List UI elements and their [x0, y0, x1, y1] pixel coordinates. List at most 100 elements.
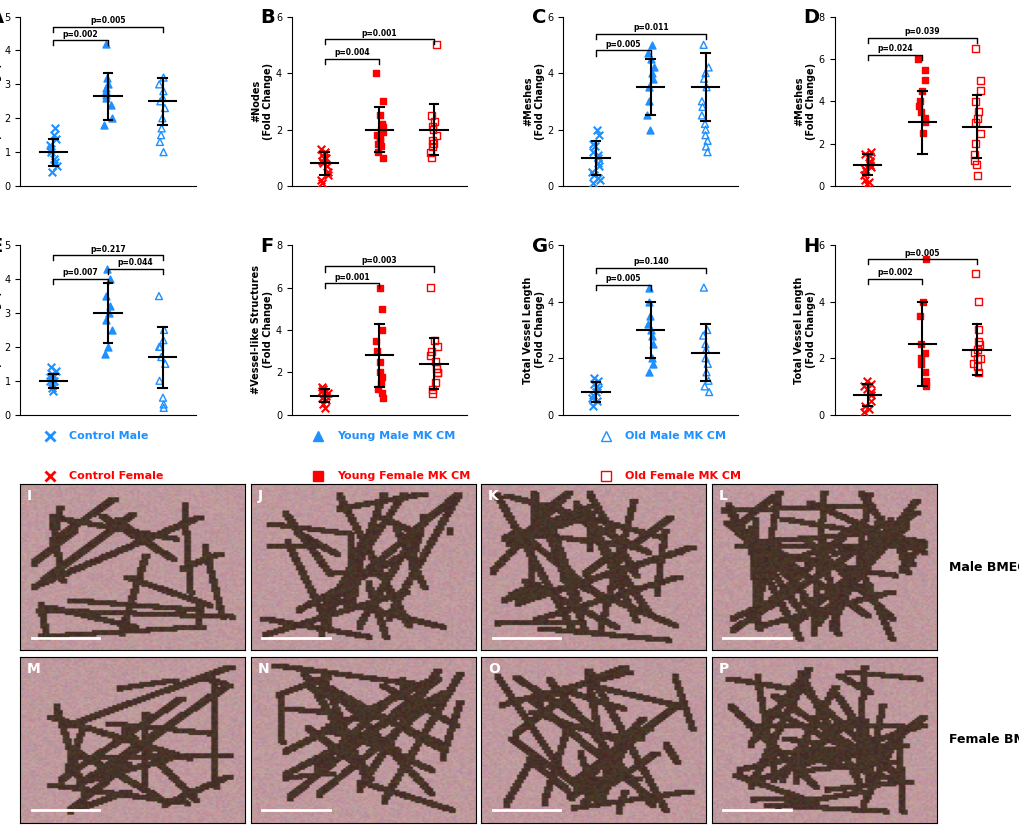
Point [429, 366, 445, 379]
Point [912, 337, 928, 351]
Point [314, 176, 330, 189]
Point [371, 134, 387, 147]
Point [643, 352, 659, 365]
Point [315, 157, 331, 170]
Point [700, 374, 716, 387]
Point [155, 401, 171, 415]
Point [319, 160, 335, 173]
Point [584, 391, 600, 405]
Point [98, 81, 114, 95]
Point [916, 111, 932, 125]
Text: p=0.005: p=0.005 [605, 40, 641, 49]
Point [639, 47, 655, 60]
Point [314, 391, 330, 405]
Point [857, 165, 873, 178]
Point [152, 340, 168, 353]
Point [42, 374, 58, 387]
Point [911, 309, 927, 322]
Point [589, 380, 605, 393]
Point [643, 329, 659, 342]
Point [373, 123, 389, 136]
Point [370, 137, 386, 150]
Point [423, 345, 439, 358]
Point [155, 145, 171, 159]
Point [862, 377, 878, 391]
Point [584, 400, 600, 413]
Point [103, 323, 119, 337]
Point [585, 371, 601, 385]
Point [697, 352, 713, 365]
Point [102, 300, 118, 313]
Point [315, 382, 331, 396]
Point [424, 140, 440, 153]
Point [967, 158, 983, 171]
Point [155, 333, 171, 347]
Point [913, 84, 929, 97]
Point [590, 129, 606, 142]
Point [967, 95, 983, 108]
Text: p=0.217: p=0.217 [90, 244, 125, 253]
Point [151, 78, 167, 91]
Point [320, 165, 336, 179]
Point [371, 366, 387, 379]
Point [96, 118, 112, 131]
Point [427, 376, 443, 390]
Point [697, 123, 713, 136]
Point [151, 289, 167, 302]
Point [97, 347, 113, 361]
Point [369, 382, 385, 396]
Text: p=0.002: p=0.002 [876, 268, 912, 278]
Point [584, 145, 600, 159]
Text: p=0.001: p=0.001 [334, 273, 370, 282]
Point [372, 109, 388, 122]
Point [642, 52, 658, 66]
Point [698, 81, 714, 94]
Point [316, 145, 332, 159]
Point [645, 61, 661, 74]
Point [697, 66, 713, 80]
Text: P: P [718, 661, 729, 676]
Point [374, 323, 390, 337]
Point [911, 95, 927, 108]
Point [639, 317, 655, 331]
Point [589, 151, 605, 165]
Point [101, 307, 117, 320]
Point [693, 109, 709, 122]
Point [424, 386, 440, 400]
Point [314, 397, 330, 411]
Point [589, 374, 605, 387]
Text: p=0.044: p=0.044 [117, 258, 153, 268]
Point [423, 151, 439, 165]
Point [48, 364, 64, 377]
Point [697, 337, 713, 351]
Point [861, 154, 877, 167]
Point [970, 335, 986, 348]
Point [644, 72, 660, 86]
Point [103, 111, 119, 125]
Point [422, 349, 438, 362]
Point [98, 37, 114, 51]
Point [155, 71, 171, 84]
Point [586, 140, 602, 153]
Point [699, 145, 715, 159]
Point [99, 263, 115, 276]
Point [429, 340, 445, 353]
Point [699, 357, 715, 371]
Text: p=0.140: p=0.140 [633, 257, 668, 266]
Point [426, 334, 442, 347]
Point [693, 95, 709, 108]
Point [153, 129, 169, 142]
Point [914, 295, 930, 308]
Point [968, 360, 984, 373]
Text: p=0.002: p=0.002 [63, 30, 98, 38]
Point [858, 177, 874, 190]
Point [48, 132, 64, 145]
Point [151, 374, 167, 387]
Point [694, 329, 710, 342]
Point [694, 101, 710, 114]
Y-axis label: #Meshes
(Fold Change): #Meshes (Fold Change) [523, 62, 544, 140]
Point [155, 91, 171, 105]
Point [374, 117, 390, 130]
Point [374, 95, 390, 108]
Point [861, 158, 877, 171]
